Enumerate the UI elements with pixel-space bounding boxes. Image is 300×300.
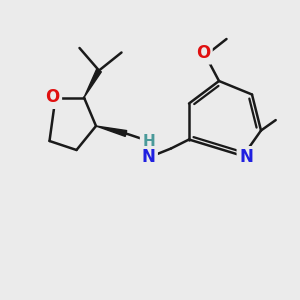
Text: O: O [196, 44, 210, 62]
Text: H: H [142, 134, 155, 148]
Text: N: N [239, 148, 253, 166]
Text: O: O [45, 88, 60, 106]
Polygon shape [96, 126, 127, 136]
Polygon shape [84, 69, 101, 98]
Text: N: N [142, 148, 155, 166]
